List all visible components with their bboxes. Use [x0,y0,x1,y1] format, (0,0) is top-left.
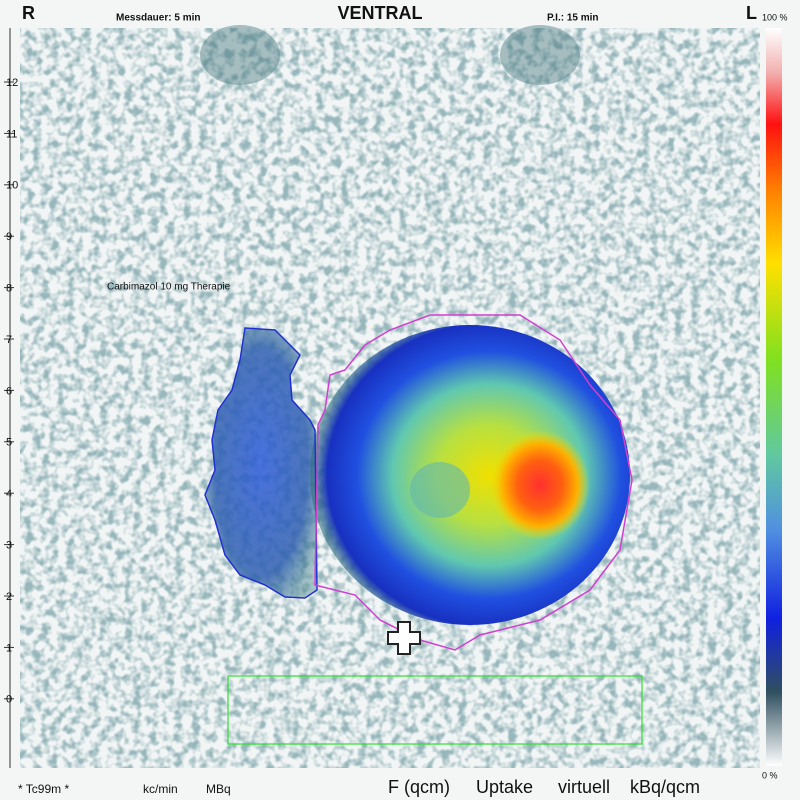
pi: P.I.: 15 min [547,13,599,24]
cold-area [410,462,470,518]
side-left: R [22,3,35,23]
ruler-label: 0 [6,694,12,706]
area-label: F (qcm) [388,777,450,797]
ruler-label: 1 [6,642,12,654]
activity-unit: MBq [206,782,231,796]
hot-spot [490,430,590,540]
background-roi [227,675,643,745]
isotope: * Tc99m * [18,782,69,796]
scale-max: 100 % [762,12,788,22]
ruler-label: 8 [6,283,12,295]
uptake-label: Uptake [476,777,533,797]
cursor-cross[interactable] [387,621,421,655]
ruler-label: 4 [6,488,12,500]
left-lobe [205,328,317,598]
ruler-label: 12 [6,77,18,89]
ruler-label: 3 [6,540,12,552]
ruler-label: 7 [6,334,12,346]
virtual-label: virtuell [558,777,610,797]
ruler-label: 5 [6,437,12,449]
roi-right [314,314,633,651]
density-unit: kBq/qcm [630,777,700,797]
color-scale [766,28,782,766]
right-lobe [310,325,630,625]
ruler-label: 2 [6,591,12,603]
rate-unit: kc/min [143,782,178,796]
annotation: Carbimazol 10 mg Therapie [107,282,231,293]
uptake-blob [500,25,580,85]
view: VENTRAL [338,3,423,23]
roi-left [204,327,318,599]
ruler-label: 11 [6,128,17,140]
ruler-label: 10 [6,180,18,192]
scale-min: 0 % [762,770,778,780]
uptake-blob [200,25,280,85]
side-right: L [746,3,757,23]
ruler-label: 9 [6,231,12,243]
ruler-label: 6 [6,385,12,397]
duration: Messdauer: 5 min [116,13,200,24]
